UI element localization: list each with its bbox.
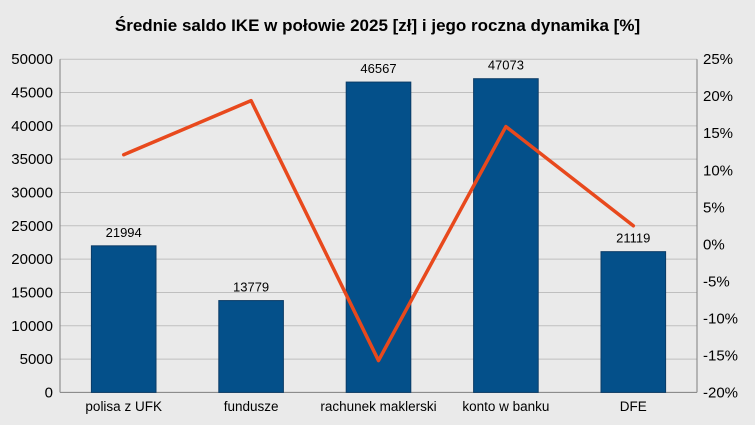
svg-text:5000: 5000 xyxy=(20,351,53,368)
svg-text:0%: 0% xyxy=(703,236,725,253)
svg-text:15%: 15% xyxy=(703,125,733,142)
svg-text:-10%: -10% xyxy=(703,310,738,327)
svg-text:21994: 21994 xyxy=(106,225,142,240)
svg-text:-20%: -20% xyxy=(703,384,738,401)
svg-text:-15%: -15% xyxy=(703,347,738,364)
svg-text:20%: 20% xyxy=(703,88,733,105)
svg-text:25%: 25% xyxy=(703,51,733,68)
svg-text:13779: 13779 xyxy=(233,280,269,295)
svg-text:15000: 15000 xyxy=(11,284,53,301)
svg-text:50000: 50000 xyxy=(11,51,53,68)
svg-text:40000: 40000 xyxy=(11,118,53,135)
svg-text:20000: 20000 xyxy=(11,251,53,268)
svg-text:DFE: DFE xyxy=(620,399,647,414)
svg-text:21119: 21119 xyxy=(616,231,650,246)
svg-text:konto w banku: konto w banku xyxy=(462,399,549,414)
svg-text:fundusze: fundusze xyxy=(224,399,279,414)
svg-text:10%: 10% xyxy=(703,162,733,179)
svg-text:25000: 25000 xyxy=(11,218,53,235)
svg-text:0: 0 xyxy=(45,384,53,401)
svg-text:30000: 30000 xyxy=(11,185,53,202)
svg-text:35000: 35000 xyxy=(11,151,53,168)
svg-text:46567: 46567 xyxy=(360,61,396,76)
svg-text:-5%: -5% xyxy=(703,273,730,290)
svg-text:rachunek maklerski: rachunek maklerski xyxy=(320,399,436,414)
svg-text:5%: 5% xyxy=(703,199,725,216)
svg-text:10000: 10000 xyxy=(11,318,53,335)
svg-text:45000: 45000 xyxy=(11,85,53,102)
svg-text:47073: 47073 xyxy=(488,58,524,73)
svg-text:polisa z UFK: polisa z UFK xyxy=(85,399,162,414)
